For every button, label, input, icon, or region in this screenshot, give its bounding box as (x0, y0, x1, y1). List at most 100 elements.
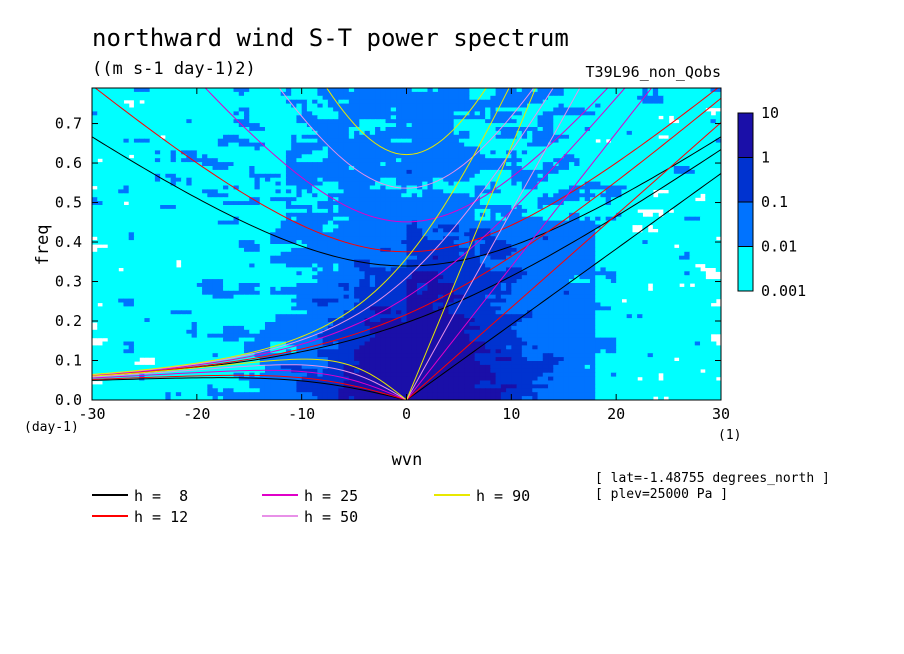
heatmap-cell (170, 130, 177, 136)
heatmap-cell (217, 138, 224, 144)
heatmap-cell (527, 134, 533, 140)
heatmap-cell (390, 201, 397, 206)
heatmap-cell (605, 130, 612, 136)
heatmap-cell (600, 232, 607, 237)
heatmap-cell (642, 216, 649, 222)
heatmap-cell (92, 208, 98, 214)
heatmap-cell (254, 115, 261, 120)
heatmap-cell (684, 88, 691, 93)
heatmap-cell (637, 91, 643, 97)
heatmap-cell (154, 123, 161, 128)
heatmap-cell (175, 247, 182, 253)
heatmap-cell (589, 224, 596, 229)
heatmap-cell (154, 208, 161, 214)
heatmap-cell (160, 146, 166, 151)
heatmap-cell (338, 205, 345, 210)
heatmap-cell (107, 130, 114, 136)
heatmap-cell (170, 162, 177, 167)
heatmap-cell (673, 185, 680, 190)
heatmap-cell (521, 173, 528, 179)
heatmap-cell (128, 208, 135, 214)
heatmap-cell (123, 173, 130, 179)
heatmap-cell (186, 247, 193, 253)
heatmap-cell (574, 91, 581, 97)
heatmap-cell (563, 247, 570, 253)
heatmap-cell (144, 236, 151, 241)
heatmap-cell (532, 162, 539, 167)
heatmap-cell (380, 208, 387, 214)
heatmap-cell (600, 95, 607, 101)
heatmap-cell (605, 99, 612, 105)
heatmap-cell (558, 220, 565, 226)
heatmap-cell (160, 244, 166, 249)
heatmap-cell (369, 111, 376, 116)
heatmap-cell (647, 111, 654, 116)
heatmap-cell (254, 88, 261, 93)
heatmap-cell (233, 205, 240, 210)
heatmap-cell (202, 244, 208, 249)
heatmap-cell (516, 115, 523, 120)
heatmap-cell (616, 111, 623, 116)
heatmap-cell (589, 169, 596, 175)
heatmap-cell (123, 216, 130, 222)
heatmap-cell (652, 201, 659, 206)
heatmap-cell (254, 142, 261, 148)
heatmap-cell (165, 169, 172, 175)
heatmap-cell (458, 134, 465, 140)
heatmap-cell (453, 123, 460, 128)
heatmap-cell (642, 205, 649, 210)
heatmap-cell (458, 146, 465, 151)
heatmap-cell (668, 216, 675, 222)
heatmap-cell (642, 134, 649, 140)
heatmap-cell (448, 236, 455, 241)
heatmap-cell (432, 166, 439, 171)
heatmap-cell (170, 111, 177, 116)
heatmap-cell (275, 146, 282, 151)
heatmap-cell (348, 158, 355, 163)
heatmap-cell (464, 247, 470, 253)
heatmap-cell (217, 232, 224, 237)
heatmap-cell (364, 228, 371, 233)
heatmap-cell (705, 232, 712, 237)
heatmap-cell (301, 201, 308, 206)
heatmap-cell (553, 173, 560, 179)
heatmap-cell (107, 177, 114, 183)
heatmap-cell (338, 162, 345, 167)
heatmap-cell (238, 228, 245, 233)
heatmap-cell (710, 166, 717, 171)
heatmap-cell (170, 201, 177, 206)
heatmap-cell (338, 99, 345, 105)
heatmap-cell (280, 201, 287, 206)
heatmap-cell (584, 197, 591, 202)
heatmap-cell (464, 130, 470, 136)
heatmap-cell (715, 173, 721, 179)
heatmap-cell (464, 189, 470, 194)
heatmap-cell (422, 103, 429, 109)
heatmap-cell (333, 224, 339, 229)
heatmap-cell (479, 224, 486, 229)
heatmap-cell (401, 205, 408, 210)
heatmap-cell (144, 130, 151, 136)
heatmap-cell (186, 216, 193, 222)
heatmap-cell (684, 185, 691, 190)
heatmap-cell (479, 193, 486, 198)
heatmap-cell (375, 150, 381, 155)
heatmap-cell (112, 212, 119, 218)
heatmap-cell (133, 208, 140, 214)
heatmap-cell (652, 162, 659, 167)
heatmap-cell (673, 240, 680, 245)
heatmap-cell (144, 169, 151, 175)
heatmap-cell (715, 189, 721, 194)
heatmap-cell (343, 232, 350, 237)
heatmap-cell (364, 216, 371, 222)
heatmap-cell (647, 201, 654, 206)
heatmap-cell (396, 95, 402, 101)
heatmap-cell (385, 150, 392, 155)
heatmap-cell (516, 208, 523, 214)
heatmap-cell (249, 107, 256, 112)
heatmap-cell (616, 181, 623, 187)
heatmap-cell (532, 146, 539, 151)
heatmap-cell (317, 166, 324, 171)
heatmap-cell (637, 169, 643, 175)
heatmap-cell (715, 220, 721, 226)
